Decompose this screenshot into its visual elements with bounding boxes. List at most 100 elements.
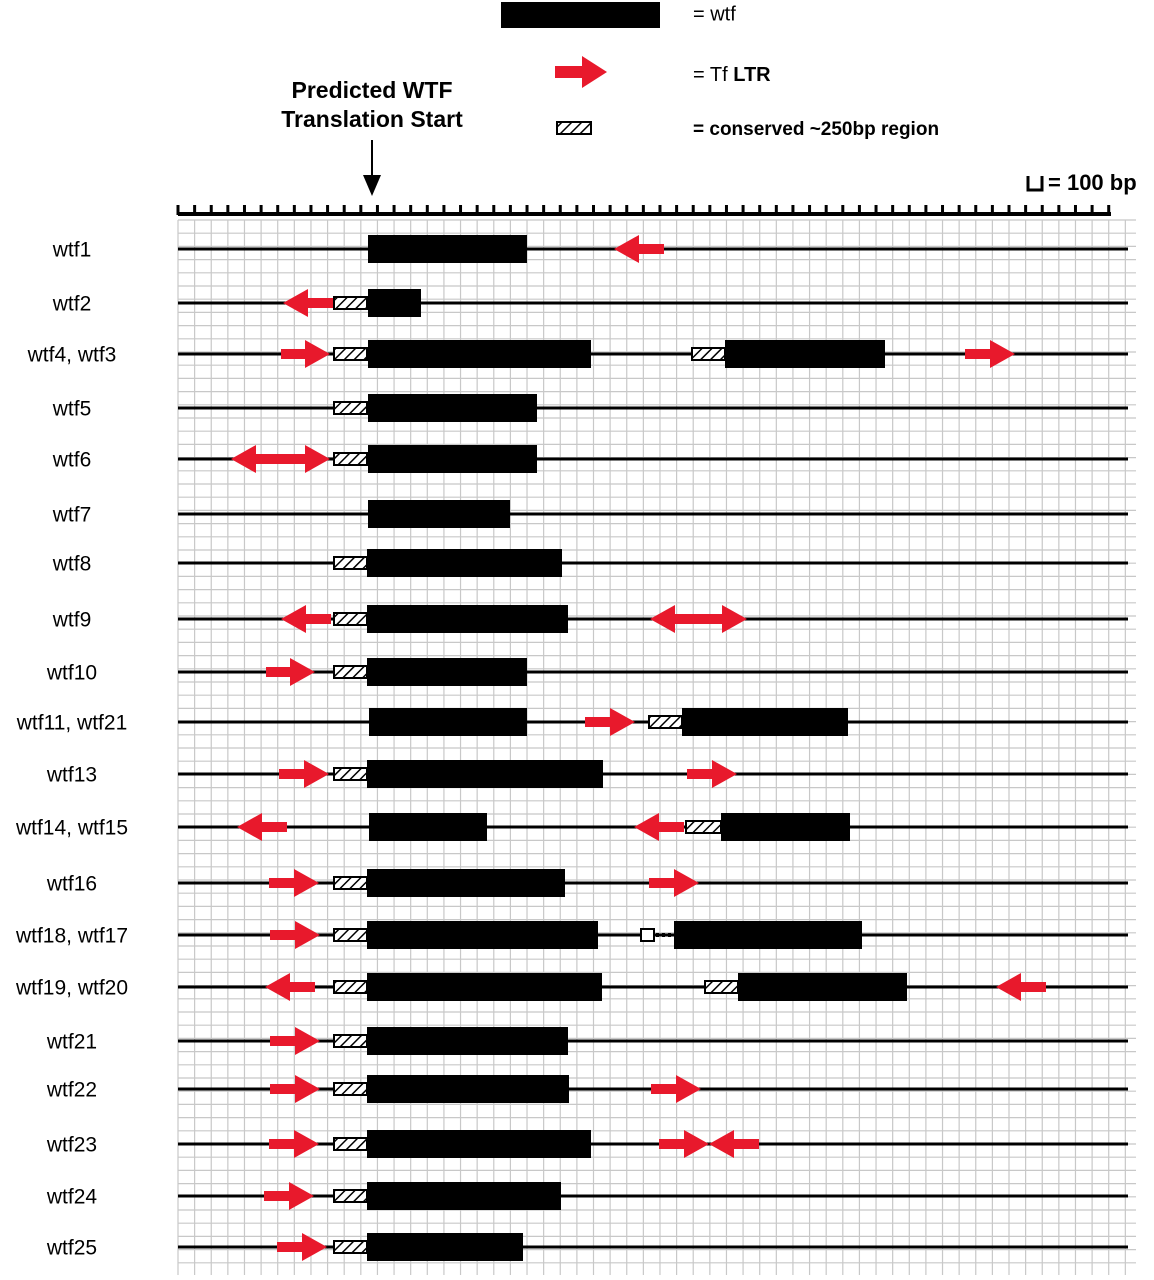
row-label: wtf2 <box>52 293 92 316</box>
wtf-gene <box>367 1027 568 1055</box>
ltr-arrow <box>585 708 635 736</box>
row-label: wtf13 <box>46 764 97 787</box>
conserved-region <box>704 980 739 994</box>
ltr-arrow <box>687 760 737 788</box>
legend-conserved-swatch <box>556 121 592 135</box>
ltr-arrow <box>270 1075 320 1103</box>
wtf-gene <box>367 605 568 633</box>
ltr-arrow <box>659 1130 709 1158</box>
row-label: wtf10 <box>46 662 97 685</box>
scale-glyph <box>1026 176 1044 192</box>
conserved-region <box>333 296 368 310</box>
wtf-gene <box>367 658 527 686</box>
conserved-fragment <box>640 928 655 942</box>
conserved-region <box>333 1082 368 1096</box>
ltr-arrow <box>614 235 664 263</box>
legend-conserved: = conserved ~250bp region <box>693 119 939 140</box>
legend-wtf-swatch <box>501 2 660 28</box>
wtf-gene <box>368 235 527 263</box>
ltr-arrow <box>269 869 319 897</box>
legend-wtf: = wtf <box>693 3 736 25</box>
conserved-region <box>333 767 368 781</box>
row-label: wtf19, wtf20 <box>15 977 128 1000</box>
wtf-gene <box>368 289 421 317</box>
wtf-gene <box>368 394 537 422</box>
ltr-arrow <box>277 1233 327 1261</box>
wtf-gene <box>721 813 850 841</box>
ltr-arrow <box>709 1130 759 1158</box>
conserved-region <box>333 556 368 570</box>
conserved-region <box>333 347 368 361</box>
row-label: wtf1 <box>52 239 92 262</box>
row-label: wtf11, wtf21 <box>16 712 128 735</box>
wtf-gene <box>367 1182 561 1210</box>
row-label: wtf8 <box>52 553 92 576</box>
ltr-arrow <box>281 340 330 368</box>
conserved-region <box>333 665 368 679</box>
wtf-gene <box>367 1130 591 1158</box>
ltr-arrow <box>649 869 699 897</box>
row-label: wtf4, wtf3 <box>27 344 117 367</box>
row-label: wtf24 <box>46 1186 98 1209</box>
conserved-region <box>691 347 726 361</box>
row-label: wtf7 <box>52 504 92 527</box>
ltr-arrow <box>650 605 747 633</box>
wtf-gene <box>367 1075 569 1103</box>
wtf-gene <box>367 973 602 1001</box>
row-label: wtf16 <box>46 873 97 896</box>
conserved-region <box>333 1240 368 1254</box>
ltr-arrow <box>270 921 320 949</box>
wtf-gene <box>369 813 487 841</box>
ltr-arrow <box>266 658 315 686</box>
ltr-arrow <box>264 1182 314 1210</box>
ltr-arrow <box>651 1075 701 1103</box>
conserved-region <box>333 1189 368 1203</box>
wtf-gene <box>367 1233 523 1261</box>
wtf-gene <box>367 549 562 577</box>
row-label: wtf9 <box>52 609 92 632</box>
wtf-gene <box>367 760 603 788</box>
wtf-gene <box>682 708 848 736</box>
ltr-arrow <box>634 813 684 841</box>
legend-ltr: = Tf LTR <box>693 64 771 86</box>
legend-ltr-swatch <box>555 56 607 88</box>
scale-label: = 100 bp <box>1048 170 1137 195</box>
row-label: wtf5 <box>52 398 92 421</box>
ltr-arrow <box>996 973 1046 1001</box>
conserved-region <box>333 928 368 942</box>
conserved-region <box>685 820 722 834</box>
conserved-region <box>333 980 368 994</box>
ltr-arrow <box>237 813 287 841</box>
row-label: wtf22 <box>46 1079 97 1102</box>
legend-ltr-bold: LTR <box>733 64 771 86</box>
wtf-gene <box>725 340 885 368</box>
row-label: wtf21 <box>46 1031 97 1054</box>
wtf-gene <box>368 500 510 528</box>
wtf-gene <box>738 973 907 1001</box>
wtf-gene <box>367 869 565 897</box>
conserved-region <box>333 452 368 466</box>
ltr-arrow <box>281 605 331 633</box>
annotation-line1: Predicted WTF <box>291 77 452 103</box>
row-label: wtf25 <box>46 1237 97 1260</box>
row-label: wtf14, wtf15 <box>15 817 128 840</box>
ltr-arrow <box>269 1130 319 1158</box>
row-label: wtf23 <box>46 1134 97 1157</box>
ltr-arrow <box>265 973 315 1001</box>
wtf-gene <box>674 921 862 949</box>
conserved-region <box>648 715 683 729</box>
ltr-arrow <box>283 289 333 317</box>
annotation-line2: Translation Start <box>281 106 463 132</box>
ltr-arrow <box>270 1027 320 1055</box>
conserved-region <box>333 1137 368 1151</box>
row-label: wtf18, wtf17 <box>15 925 128 948</box>
conserved-region <box>333 876 368 890</box>
wtf-gene <box>368 445 537 473</box>
conserved-region <box>333 401 368 415</box>
legend-ltr-prefix: = Tf <box>693 64 728 86</box>
ltr-arrow <box>231 445 330 473</box>
conserved-region <box>333 1034 368 1048</box>
content: wtf1 wtf2 wtf4, wtf3 wtf5 wtf6 wtf7 wtf8 wtf9 wt… <box>15 205 1128 1261</box>
start-arrowhead <box>363 175 381 196</box>
